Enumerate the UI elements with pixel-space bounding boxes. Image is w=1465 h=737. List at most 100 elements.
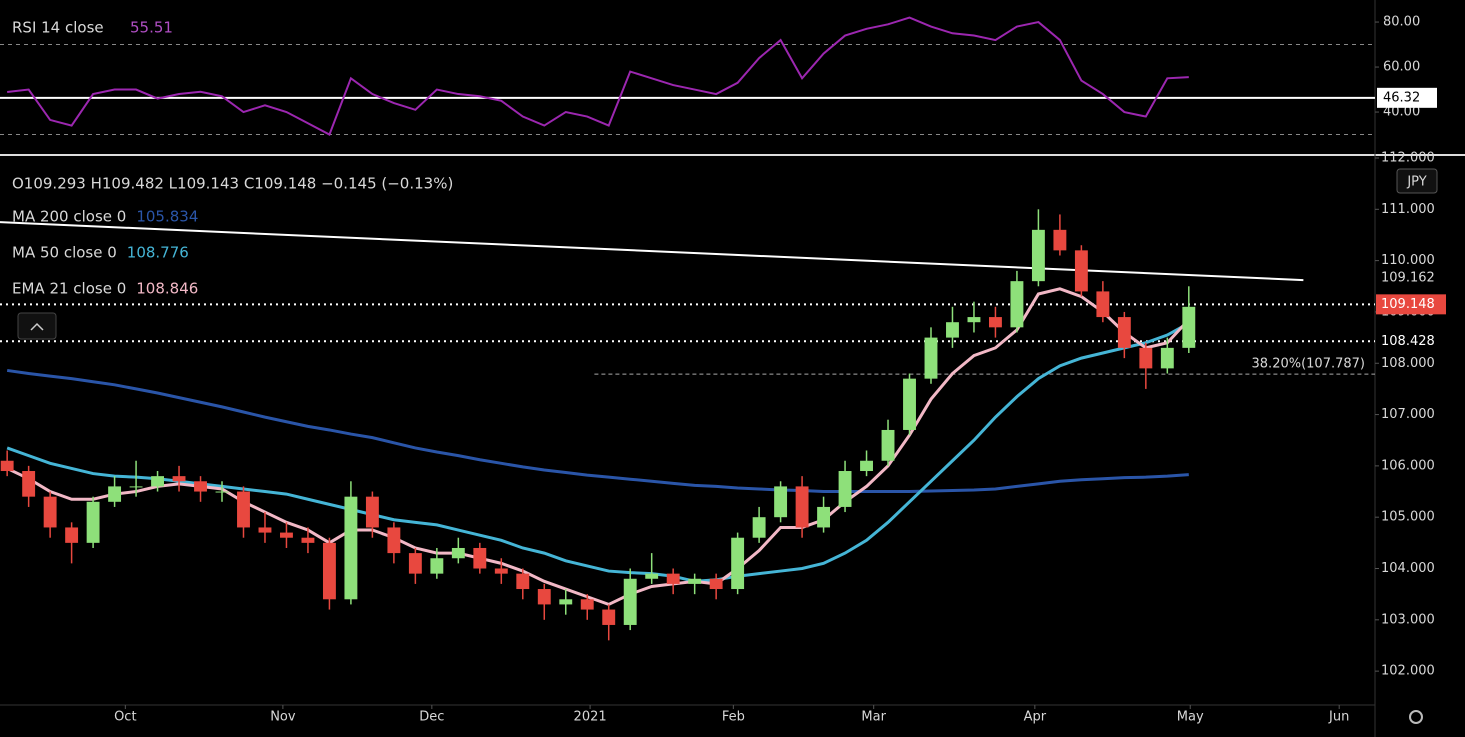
candle-body [494, 568, 508, 574]
fib-label: 38.20%(107.787) [1252, 357, 1365, 372]
candle-body [280, 532, 293, 538]
y-tick-label: 111.000 [1381, 202, 1435, 217]
candle-body [172, 476, 186, 482]
candle-body [301, 537, 315, 543]
legend-value: 108.846 [136, 280, 198, 298]
candle-body [516, 573, 530, 590]
candle-body [22, 471, 36, 497]
price-level-box [1376, 294, 1446, 315]
candle-body [666, 573, 680, 584]
plot [0, 16, 1379, 709]
y-tick-label: 108.000 [1381, 356, 1435, 371]
trendline-label: 109.162 [1381, 271, 1435, 286]
candle-body [559, 599, 573, 605]
candle-body [322, 542, 336, 600]
x-tick-label: Feb [722, 710, 745, 725]
candle-body [43, 496, 57, 528]
overlay: RSI 14 close 55.51 O109.293 H109.482 L10… [12, 15, 1446, 725]
x-tick-label: Apr [1024, 710, 1047, 725]
candle-body [430, 558, 444, 574]
x-tick-label: Mar [861, 710, 886, 725]
candle-body [988, 317, 1002, 328]
candle-body [215, 491, 229, 493]
candle-body [731, 537, 745, 590]
candle-body [623, 578, 637, 625]
x-tick-label: Oct [114, 710, 136, 725]
x-tick-label: Dec [419, 710, 444, 725]
rsi-tick-label: 60.00 [1383, 60, 1420, 75]
legend-value: 108.776 [127, 244, 189, 262]
candle-body [65, 527, 79, 543]
candle-body [408, 553, 422, 574]
collapse-button[interactable] [17, 312, 57, 340]
currency: JPY [1406, 175, 1426, 190]
candle-body [817, 506, 831, 528]
ohlc-header: O109.293 H109.482 L109.143 C109.148 −0.1… [12, 175, 453, 193]
rsi-level-label: 46.32 [1383, 90, 1420, 105]
y-tick-label: 103.000 [1381, 612, 1435, 627]
candle-body [580, 599, 594, 610]
candle-body [129, 486, 143, 488]
y-tick-label: 106.000 [1381, 458, 1435, 473]
candle-body [795, 486, 809, 528]
rsi-level-box [1377, 87, 1437, 108]
candle-body [0, 460, 14, 472]
rsi-line [7, 16, 1189, 136]
collapse-icon [30, 322, 44, 331]
x-tick-label: Nov [270, 710, 296, 725]
candle-body [365, 496, 379, 528]
candle-body [946, 322, 959, 338]
price-level-label: 108.428 [1381, 334, 1435, 349]
price-level-box [1376, 331, 1446, 352]
candle-body [473, 547, 487, 569]
candle-body [1010, 281, 1024, 328]
legend-value: 105.834 [136, 208, 198, 226]
candle-body [237, 491, 250, 528]
candle-body [774, 486, 788, 518]
candle-body [451, 547, 465, 559]
candle-body [86, 501, 100, 543]
y-tick-label: 107.000 [1381, 407, 1435, 422]
candle-body [1096, 291, 1110, 318]
candle-body [967, 317, 981, 323]
candle-body [387, 527, 401, 554]
ma-line [6, 287, 1190, 607]
rsi-tick-label: 80.00 [1383, 15, 1420, 30]
candle-body [602, 609, 616, 625]
candle-body [1160, 347, 1174, 369]
candle-body [709, 578, 723, 590]
rsi-tick-label: 40.00 [1383, 105, 1420, 120]
candle-body [903, 378, 916, 430]
candle-body [860, 460, 873, 472]
candle-body [1182, 306, 1196, 348]
trendline [0, 221, 1304, 282]
x-tick-label: May [1177, 710, 1204, 725]
x-tick-label: Jun [1328, 710, 1349, 725]
candle-body [1117, 317, 1131, 348]
y-tick-label: 102.000 [1381, 664, 1435, 679]
y-tick-label: 112.000 [1381, 151, 1435, 166]
candle-body [1074, 250, 1088, 292]
candle-body [344, 496, 358, 600]
candle-body [108, 486, 122, 502]
candle-body [924, 337, 938, 379]
price-level-label: 109.148 [1381, 297, 1435, 312]
legend-name: MA 200 close 0 [12, 208, 126, 226]
candle-body [881, 429, 895, 461]
candle-body [537, 589, 551, 605]
candle-body [194, 481, 207, 492]
candle-body [1139, 347, 1153, 369]
y-tick-label: 105.000 [1381, 510, 1435, 525]
candle-body [1031, 229, 1045, 282]
y-tick-label: 104.000 [1381, 561, 1435, 576]
ma-line [6, 368, 1189, 494]
candle-body [1053, 229, 1067, 251]
settings-icon[interactable] [1409, 710, 1423, 724]
currency-box[interactable] [1396, 168, 1438, 194]
x-tick-label: 2021 [574, 710, 607, 725]
legend-name: MA 50 close 0 [12, 244, 117, 262]
candle-body [258, 527, 272, 533]
legend-name: EMA 21 close 0 [12, 280, 126, 298]
candle-body [151, 476, 164, 487]
